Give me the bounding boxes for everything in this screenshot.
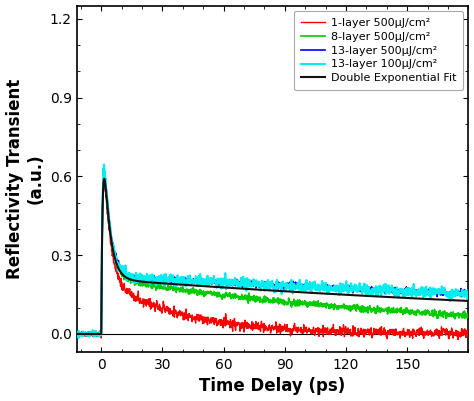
1-layer 500μJ/cm² — [314, 326, 320, 331]
X-axis label: Time Delay (ps): Time Delay (ps) — [200, 377, 346, 395]
Double Exponential Fit — [74, 332, 80, 336]
8-layer 500μJ/cm² — [81, 331, 86, 336]
1-layer 500μJ/cm² — [74, 334, 80, 339]
1-layer 500μJ/cm² — [76, 332, 82, 337]
1-layer 500μJ/cm² — [455, 337, 461, 342]
1-layer 500μJ/cm² — [81, 330, 86, 334]
8-layer 500μJ/cm² — [295, 301, 301, 306]
1-layer 500μJ/cm² — [465, 336, 471, 341]
Line: Double Exponential Fit: Double Exponential Fit — [77, 179, 468, 334]
8-layer 500μJ/cm² — [94, 334, 100, 339]
13-layer 500μJ/cm² — [295, 283, 301, 288]
13-layer 500μJ/cm² — [81, 332, 86, 337]
Double Exponential Fit — [81, 332, 86, 336]
Double Exponential Fit — [294, 290, 300, 294]
13-layer 500μJ/cm² — [424, 288, 429, 292]
13-layer 100μJ/cm² — [101, 162, 107, 167]
13-layer 500μJ/cm² — [74, 332, 80, 336]
Double Exponential Fit — [76, 332, 82, 336]
13-layer 100μJ/cm² — [295, 280, 301, 285]
Double Exponential Fit — [246, 287, 251, 292]
8-layer 500μJ/cm² — [465, 311, 471, 316]
Double Exponential Fit — [424, 297, 429, 302]
13-layer 100μJ/cm² — [465, 288, 471, 293]
13-layer 500μJ/cm² — [76, 331, 82, 336]
13-layer 500μJ/cm² — [102, 176, 108, 181]
13-layer 500μJ/cm² — [84, 334, 90, 338]
13-layer 100μJ/cm² — [76, 336, 82, 340]
13-layer 500μJ/cm² — [246, 281, 252, 286]
Line: 13-layer 100μJ/cm²: 13-layer 100μJ/cm² — [77, 164, 468, 338]
8-layer 500μJ/cm² — [315, 302, 320, 306]
1-layer 500μJ/cm² — [102, 182, 108, 187]
13-layer 100μJ/cm² — [74, 332, 80, 337]
13-layer 100μJ/cm² — [246, 282, 252, 287]
13-layer 100μJ/cm² — [315, 286, 320, 290]
Line: 1-layer 500μJ/cm²: 1-layer 500μJ/cm² — [77, 184, 468, 340]
8-layer 500μJ/cm² — [246, 291, 252, 296]
8-layer 500μJ/cm² — [74, 333, 80, 338]
1-layer 500μJ/cm² — [246, 321, 251, 326]
Y-axis label: Reflectivity Transient
(a.u.): Reflectivity Transient (a.u.) — [6, 79, 45, 279]
Double Exponential Fit — [465, 299, 471, 304]
13-layer 500μJ/cm² — [315, 284, 320, 289]
8-layer 500μJ/cm² — [424, 310, 429, 315]
Line: 8-layer 500μJ/cm²: 8-layer 500μJ/cm² — [77, 182, 468, 336]
8-layer 500μJ/cm² — [76, 331, 82, 336]
1-layer 500μJ/cm² — [294, 327, 300, 332]
8-layer 500μJ/cm² — [101, 179, 107, 184]
13-layer 100μJ/cm² — [424, 288, 429, 293]
1-layer 500μJ/cm² — [424, 330, 429, 334]
Double Exponential Fit — [314, 291, 320, 296]
Legend: 1-layer 500μJ/cm², 8-layer 500μJ/cm², 13-layer 500μJ/cm², 13-layer 100μJ/cm², Do: 1-layer 500μJ/cm², 8-layer 500μJ/cm², 13… — [294, 11, 463, 90]
13-layer 100μJ/cm² — [77, 331, 82, 336]
13-layer 100μJ/cm² — [81, 330, 86, 335]
Double Exponential Fit — [101, 176, 107, 181]
13-layer 500μJ/cm² — [465, 293, 471, 298]
Line: 13-layer 500μJ/cm²: 13-layer 500μJ/cm² — [77, 178, 468, 336]
